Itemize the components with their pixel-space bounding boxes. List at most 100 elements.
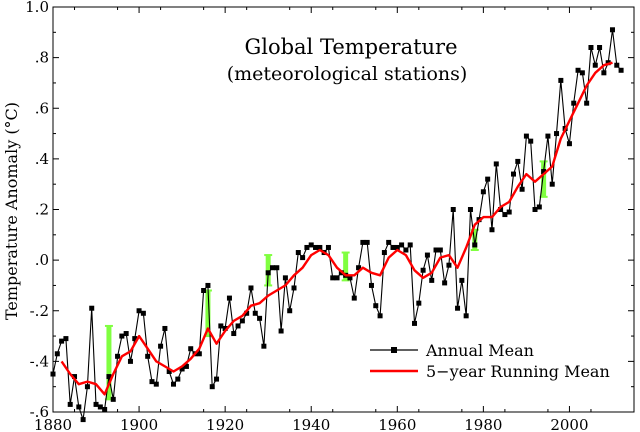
annual-mean-point — [171, 381, 177, 387]
annual-mean-point — [463, 313, 469, 319]
annual-mean-point — [394, 244, 400, 250]
annual-mean-point — [554, 131, 560, 137]
annual-mean-point — [545, 133, 551, 139]
annual-mean-point — [373, 303, 379, 309]
legend-running-label: 5−year Running Mean — [426, 362, 610, 381]
x-axis-tick-labels: 1880 1900 1920 1940 1960 1980 2000 — [34, 416, 589, 432]
annual-mean-point — [123, 331, 129, 337]
annual-mean-point — [313, 244, 319, 250]
x-axis-ticks — [52, 7, 592, 412]
annual-mean-point — [566, 141, 572, 147]
annual-mean-point — [115, 353, 121, 359]
y-tick-label: -.4 — [30, 352, 49, 370]
annual-mean-point — [325, 244, 331, 250]
annual-mean-point — [356, 265, 362, 271]
annual-mean-point — [179, 366, 185, 372]
annual-mean-point — [59, 338, 65, 344]
annual-mean-point — [597, 45, 603, 50]
annual-mean-point — [308, 242, 314, 248]
annual-mean-point — [489, 227, 495, 233]
x-tick-label: 1980 — [464, 416, 502, 432]
x-tick-label: 2000 — [550, 416, 588, 432]
annual-mean-point — [261, 343, 267, 349]
annual-mean-point — [407, 242, 413, 248]
annual-mean-point — [377, 313, 383, 319]
annual-mean-point — [579, 70, 585, 76]
annual-mean-point — [54, 351, 60, 357]
annual-mean-point — [515, 158, 521, 164]
annual-mean-point — [403, 247, 409, 253]
legend-annual-label: Annual Mean — [425, 341, 534, 360]
annual-mean-point — [140, 310, 146, 316]
annual-mean-point — [265, 270, 271, 276]
x-tick-label: 1960 — [378, 416, 416, 432]
annual-mean-point — [450, 207, 456, 212]
annual-mean-point — [459, 277, 465, 283]
annual-mean-point — [67, 401, 73, 407]
y-tick-label: .8 — [35, 49, 49, 67]
annual-mean-point — [592, 62, 598, 68]
annual-mean-point — [226, 295, 232, 301]
annual-mean-point — [110, 396, 116, 402]
annual-mean-point — [222, 325, 228, 331]
annual-mean-point — [84, 384, 90, 390]
annual-mean-point — [575, 67, 581, 73]
annual-mean-point — [50, 371, 56, 377]
y-tick-label: .6 — [35, 99, 49, 117]
annual-mean-point — [269, 265, 275, 271]
y-tick-label: .0 — [35, 251, 49, 269]
annual-mean-point — [424, 252, 430, 258]
annual-mean-point — [119, 333, 125, 339]
annual-mean-point — [252, 310, 258, 316]
x-tick-label: 1920 — [206, 416, 244, 432]
annual-mean-point — [102, 406, 108, 412]
annual-mean-point — [467, 207, 473, 212]
annual-mean-point — [274, 265, 280, 271]
legend-annual-marker — [391, 347, 397, 353]
annual-mean-point — [399, 242, 405, 248]
annual-mean-point — [287, 308, 293, 314]
annual-mean-point — [485, 176, 491, 182]
chart-title: Global Temperature — [244, 35, 457, 59]
annual-mean-point — [360, 239, 366, 245]
annual-mean-point — [420, 267, 426, 273]
legend: Annual Mean 5−year Running Mean — [370, 341, 610, 381]
annual-mean-point — [175, 376, 181, 382]
annual-mean-point — [493, 161, 499, 167]
annual-mean-point — [201, 288, 207, 293]
annual-mean-point — [218, 323, 224, 329]
annual-mean-point — [214, 376, 220, 382]
annual-mean-point — [244, 310, 250, 316]
annual-mean-point — [188, 346, 194, 352]
annual-mean-point — [162, 325, 168, 331]
y-axis-title: Temperature Anomaly (°C) — [2, 102, 21, 320]
annual-mean-point — [106, 374, 112, 380]
annual-mean-point — [502, 212, 508, 218]
annual-mean-point — [136, 308, 142, 314]
annual-mean-point — [89, 305, 95, 311]
annual-mean-point — [446, 262, 452, 268]
annual-mean-point — [304, 244, 310, 250]
annual-mean-point — [618, 67, 624, 73]
y-tick-label: .4 — [35, 150, 49, 168]
annual-mean-series — [50, 27, 624, 423]
annual-mean-point — [93, 401, 99, 407]
annual-mean-point — [351, 295, 357, 301]
annual-mean-point — [541, 169, 547, 175]
annual-mean-point — [442, 280, 448, 286]
annual-mean-point — [498, 207, 504, 212]
annual-mean-point — [528, 138, 534, 144]
annual-mean-point — [532, 207, 538, 212]
annual-mean-point — [412, 320, 418, 326]
annual-mean-point — [523, 133, 529, 139]
annual-mean-point — [510, 171, 516, 177]
annual-mean-point — [300, 255, 306, 261]
annual-mean-point — [158, 343, 164, 349]
annual-mean-point — [72, 374, 78, 380]
annual-mean-point — [205, 282, 211, 288]
annual-mean-point — [183, 363, 189, 369]
annual-mean-point — [196, 351, 202, 357]
annual-mean-point — [76, 404, 82, 410]
running-mean-series — [60, 61, 613, 396]
